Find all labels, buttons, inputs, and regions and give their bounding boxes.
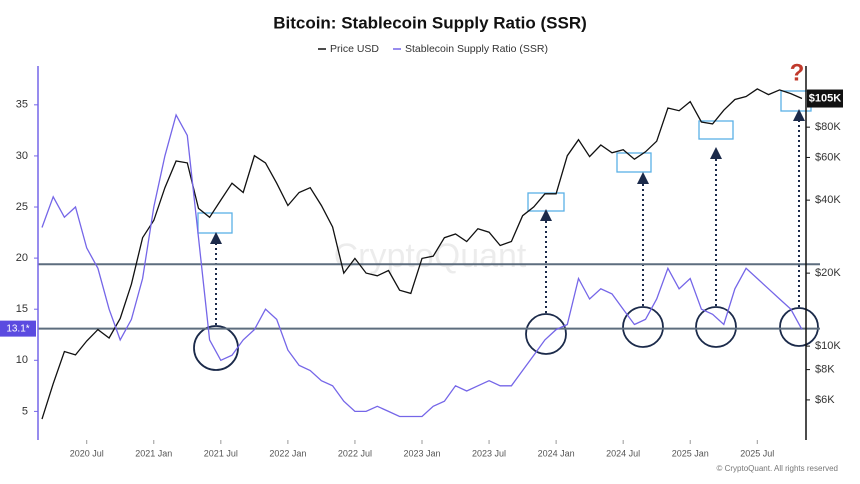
- circle-annotation: [525, 313, 567, 355]
- chart-title: Bitcoin: Stablecoin Supply Ratio (SSR): [273, 13, 587, 32]
- box-annotation: [698, 120, 734, 140]
- legend-label: Price USD: [330, 43, 379, 55]
- box-annotation: [616, 152, 652, 173]
- y2-tick-label: $6K: [815, 394, 835, 406]
- current-price-box: [807, 89, 843, 108]
- question-mark: ?: [790, 59, 805, 86]
- circle-annotation: [622, 306, 664, 348]
- y-tick-label: 35: [16, 99, 28, 111]
- box-annotation: [527, 192, 565, 212]
- current-price-label: $105K: [809, 92, 841, 104]
- x-tick-label: 2024 Jul: [606, 448, 640, 458]
- x-tick-label: 2020 Jul: [70, 448, 104, 458]
- annotations: [193, 90, 819, 371]
- y2-tick-label: $20K: [815, 267, 841, 279]
- legend-label: Stablecoin Supply Ratio (SSR): [405, 43, 548, 55]
- x-tick-label: 2022 Jan: [269, 448, 306, 458]
- y2-tick-label: $40K: [815, 194, 841, 206]
- reference-label-box: [0, 320, 36, 337]
- legend: Price USD Stablecoin Supply Ratio (SSR): [318, 43, 548, 55]
- y2-tick-label: $8K: [815, 364, 835, 376]
- series-line: [41, 88, 803, 420]
- y2-tick-label: $60K: [815, 151, 841, 163]
- series-line: [41, 113, 803, 418]
- x-tick-label: 2025 Jan: [672, 448, 709, 458]
- footer: © CryptoQuant. All rights reserved: [717, 464, 839, 473]
- y-tick-label: 25: [16, 201, 28, 213]
- y2-tick-label: $10K: [815, 340, 841, 352]
- y-tick-label: 10: [16, 354, 28, 366]
- x-tick-label: 2025 Jul: [740, 448, 774, 458]
- y-tick-label: 5: [22, 405, 28, 417]
- y-tick-label: 20: [16, 252, 28, 264]
- x-tick-label: 2022 Jul: [338, 448, 372, 458]
- circle-annotation: [779, 307, 819, 347]
- box-annotation: [197, 212, 233, 234]
- x-tick-label: 2024 Jan: [538, 448, 575, 458]
- circle-annotation: [193, 325, 239, 371]
- y2-tick-label: $80K: [815, 121, 841, 133]
- reference-label: 13.1*: [6, 323, 29, 334]
- y-tick-label: 15: [16, 303, 28, 315]
- x-tick-label: 2023 Jul: [472, 448, 506, 458]
- x-tick-label: 2021 Jan: [135, 448, 172, 458]
- x-tick-label: 2023 Jan: [403, 448, 440, 458]
- y-tick-label: 30: [16, 150, 28, 162]
- circle-annotation: [695, 306, 737, 348]
- x-tick-label: 2021 Jul: [204, 448, 238, 458]
- watermark: CryptoQuant: [334, 237, 527, 275]
